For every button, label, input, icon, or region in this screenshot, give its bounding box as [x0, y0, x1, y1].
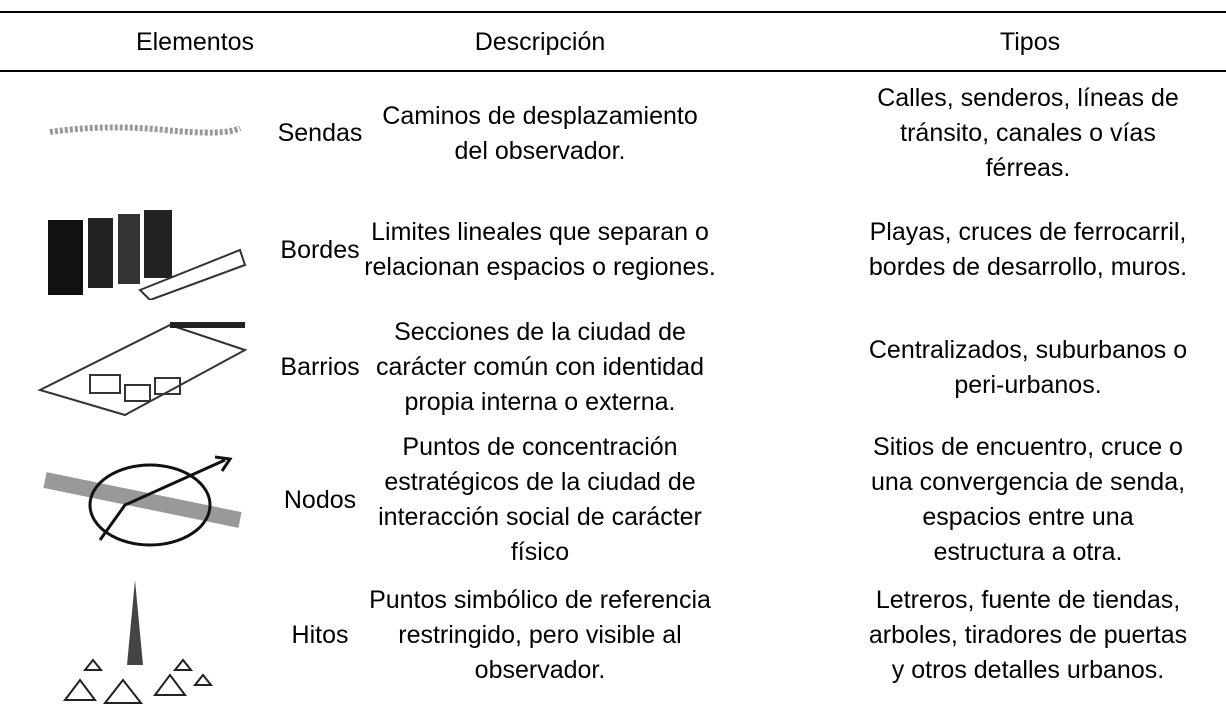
top-rule [0, 11, 1226, 13]
text-line: carácter común con identidad [376, 353, 704, 381]
text-line: Sitios de encuentro, cruce o [873, 433, 1183, 461]
text-line: bordes de desarrollo, muros. [868, 253, 1188, 281]
header-cell: Elementos [135, 27, 255, 56]
barrios-icon [37, 322, 248, 417]
text-line: Limites lineales que separan o [371, 218, 709, 246]
text-line: Centralizados, suburbanos o [868, 335, 1188, 364]
text-line: estructura a otra. [933, 538, 1123, 566]
description-cell: Limites lineales que separan o relacionan… [364, 195, 716, 305]
text-line: férreas. [985, 154, 1071, 182]
nodos-icon [43, 455, 242, 547]
types-cell: Playas, cruces de ferrocarril, bordes de … [830, 195, 1226, 305]
text-line: tránsito, canales o vías [900, 119, 1156, 147]
text-line: propia interna o externa. [404, 388, 676, 416]
text-line: Letreros, fuente de tiendas, [875, 585, 1181, 614]
text-line: restringido, pero visible al [398, 620, 682, 649]
text-line: Caminos de desplazamiento [382, 101, 698, 130]
text-line: Playas, cruces de ferrocarril, [869, 218, 1187, 246]
hitos-icon [63, 580, 214, 704]
element-cell: Sendas [277, 119, 363, 147]
text-line: Puntos de concentración [402, 433, 678, 461]
types-cell: Sitios de encuentro, cruce o una converge… [830, 430, 1226, 570]
header-rule [0, 70, 1226, 72]
element-cell: Barrios [280, 353, 360, 381]
types-cell: Centralizados, suburbanos o peri-urbanos. [830, 305, 1226, 430]
text-line: estratégicos de la ciudad de [384, 468, 696, 496]
element-cell: Nodos [283, 485, 357, 514]
text-line: peri-urbanos. [954, 370, 1102, 399]
description-cell: Secciones de la ciudad de carácter común … [376, 305, 704, 430]
text-line: relacionan espacios o regiones. [364, 253, 716, 281]
text-line: una convergencia de senda, [870, 468, 1186, 496]
text-line: Puntos simbólico de referencia [369, 585, 711, 614]
text-line: Calles, senderos, líneas de [877, 84, 1179, 112]
sendas-icon [49, 124, 242, 136]
text-line: físico [510, 538, 570, 566]
element-cell: Bordes [280, 235, 360, 264]
text-line: Secciones de la ciudad de [394, 318, 686, 346]
types-cell: Letreros, fuente de tiendas, arboles, tir… [830, 570, 1226, 700]
description-cell: Puntos simbólico de referencia restringid… [369, 570, 711, 700]
text-line: interacción social de carácter [378, 503, 702, 531]
header-cell: Descripción [474, 27, 606, 56]
text-line: espacios entre una [922, 503, 1134, 531]
header-cell: Tipos [999, 27, 1061, 56]
text-line: y otros detalles urbanos. [891, 655, 1165, 684]
description-cell: Caminos de desplazamiento del observador. [382, 72, 697, 195]
types-cell: Calles, senderos, líneas de tránsito, can… [830, 72, 1226, 195]
bordes-icon [48, 210, 247, 300]
text-line: del observador. [454, 136, 626, 165]
element-cell: Hitos [291, 620, 349, 649]
text-line: arboles, tiradores de puertas [868, 620, 1188, 649]
text-line: observador. [474, 655, 606, 684]
description-cell: Puntos de concentración estratégicos de l… [378, 430, 702, 570]
